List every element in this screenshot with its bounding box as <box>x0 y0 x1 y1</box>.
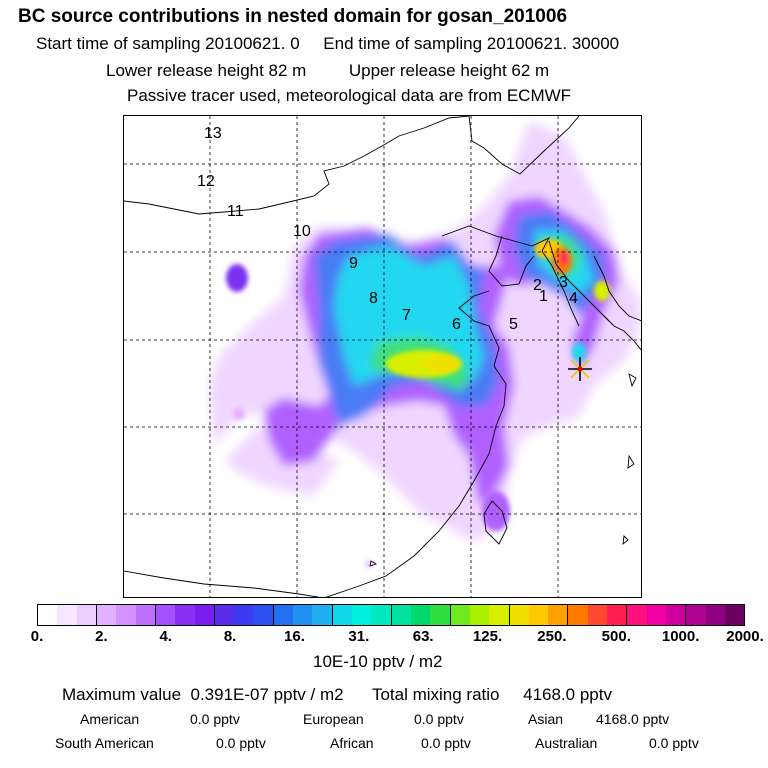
tracer-note: Passive tracer used, meteorological data… <box>127 86 572 105</box>
max-value: 0.391E-07 pptv / m2 <box>190 685 344 704</box>
color-scale-swatch <box>469 605 490 625</box>
color-scale-swatch <box>390 605 411 625</box>
color-scale-tick-label: 2. <box>95 628 108 645</box>
color-scale-swatch <box>175 605 195 625</box>
color-scale-swatch <box>587 605 608 625</box>
region-value-australian: 0.0 pptv <box>649 735 699 751</box>
region-name-african: African <box>330 735 374 751</box>
color-scale-swatch <box>116 605 136 625</box>
region-value-asian: 4168.0 pptv <box>596 711 670 727</box>
trajectory-label-5: 5 <box>509 316 518 333</box>
color-scale-swatch <box>194 605 214 625</box>
coastlines <box>124 116 641 597</box>
region-name-australian: Australian <box>535 735 598 751</box>
station-marker-icon <box>568 357 592 381</box>
trajectory-label-10: 10 <box>293 223 311 240</box>
upper-release-height-text: Upper release height 62 m <box>348 61 550 80</box>
color-scale-swatch <box>213 605 235 625</box>
contribution-field <box>209 121 641 541</box>
lower-release-height-text: Lower release height 82 m <box>106 61 307 80</box>
color-scale-swatch <box>312 605 332 625</box>
color-scale-swatch <box>646 605 666 625</box>
region-value-european: 0.0 pptv <box>414 711 464 727</box>
color-scale-tick-label: 0. <box>30 628 44 645</box>
region-value-african: 0.0 pptv <box>421 735 471 751</box>
color-scale-swatch <box>57 605 77 625</box>
trajectory-label-3: 3 <box>559 274 568 291</box>
graticule <box>124 116 641 597</box>
color-scale-tick-label: 16. <box>284 628 305 645</box>
color-scale-swatch <box>705 605 725 625</box>
trajectory-label-12: 12 <box>197 173 215 190</box>
color-scale-swatch <box>724 605 745 625</box>
trajectory-label-1: 1 <box>539 288 548 305</box>
color-scale-swatch <box>135 605 155 625</box>
summary-line: Maximum value 0.391E-07 pptv / m2 Total … <box>62 685 612 705</box>
total-mixing-label: Total mixing ratio <box>371 685 500 704</box>
color-scale-swatch <box>430 605 450 625</box>
trajectory-label-4: 4 <box>569 290 578 307</box>
release-height-line: Lower release height 82 m Upper release … <box>106 61 549 81</box>
color-scale-swatch <box>508 605 529 625</box>
color-scale-swatch <box>666 605 686 625</box>
color-scale-swatch <box>253 605 273 625</box>
color-scale-swatch <box>76 605 96 625</box>
region-value-south-american: 0.0 pptv <box>216 735 266 751</box>
color-scale-swatch <box>548 605 568 625</box>
sampling-times-line: Start time of sampling 20100621. 0 End t… <box>36 34 619 54</box>
color-scale-swatch <box>154 605 176 625</box>
color-scale-unit: 10E-10 pptv / m2 <box>313 652 443 671</box>
color-scale-tick-label: 250. <box>537 628 567 645</box>
start-time-text: Start time of sampling 20100621. 0 <box>36 34 300 53</box>
color-scale-swatch <box>371 605 391 625</box>
source-contribution-map: 13 12 11 10 9 8 7 6 5 4 3 2 1 <box>123 115 642 598</box>
trajectory-label-11: 11 <box>227 203 244 220</box>
color-scale-swatch <box>567 605 588 625</box>
trajectory-label-8: 8 <box>369 290 378 307</box>
region-value-american: 0.0 pptv <box>190 711 240 727</box>
color-scale-swatch <box>234 605 254 625</box>
color-scale-tick-label: 125. <box>472 628 503 645</box>
color-scale-tick-label: 4. <box>159 628 172 645</box>
color-scale-swatch <box>626 605 647 625</box>
color-scale-tick-label: 1000. <box>661 628 700 645</box>
color-scale-swatch <box>607 605 627 625</box>
color-scale-swatch <box>489 605 509 625</box>
color-scale-tick-label: 2000. <box>726 628 764 645</box>
color-scale-swatch <box>449 605 470 625</box>
color-scale-tick-label: 31. <box>348 628 370 645</box>
trajectory-label-6: 6 <box>452 316 461 333</box>
color-scale-swatch <box>293 605 313 625</box>
contribution-hotspots <box>226 239 610 567</box>
region-name-asian: Asian <box>528 711 564 727</box>
color-scale-swatch <box>352 605 372 625</box>
color-scale-swatch <box>685 605 706 625</box>
color-scale-swatch <box>272 605 294 625</box>
region-name-south-american: South American <box>55 735 154 751</box>
end-time-text: End time of sampling 20100621. 30000 <box>323 34 620 53</box>
region-name-american: American <box>80 711 140 727</box>
color-scale-swatch <box>528 605 549 625</box>
color-scale-swatch <box>410 605 431 625</box>
trajectory-label-2: 2 <box>533 277 542 294</box>
color-scale-bar <box>37 604 745 626</box>
color-scale-tick-label: 63. <box>412 628 434 645</box>
color-scale-tick-label: 500. <box>601 628 631 645</box>
color-scale-swatch <box>331 605 352 625</box>
max-value-label: Maximum value <box>62 685 182 704</box>
color-scale-swatch <box>38 605 58 625</box>
color-scale-ticks: 0. 2. 4. 8. 16. 31. 63. 125. 250. 500. 1000. 2000. <box>0 628 768 648</box>
total-mixing-value: 4168.0 pptv <box>523 685 612 704</box>
color-scale-swatch <box>95 605 117 625</box>
trajectory-label-13: 13 <box>204 125 222 142</box>
trajectory-label-9: 9 <box>349 255 358 272</box>
plot-title: BC source contributions in nested domain… <box>18 6 568 27</box>
trajectory-label-7: 7 <box>402 307 411 324</box>
region-name-european: European <box>303 711 364 727</box>
color-scale-tick-label: 8. <box>223 628 237 645</box>
